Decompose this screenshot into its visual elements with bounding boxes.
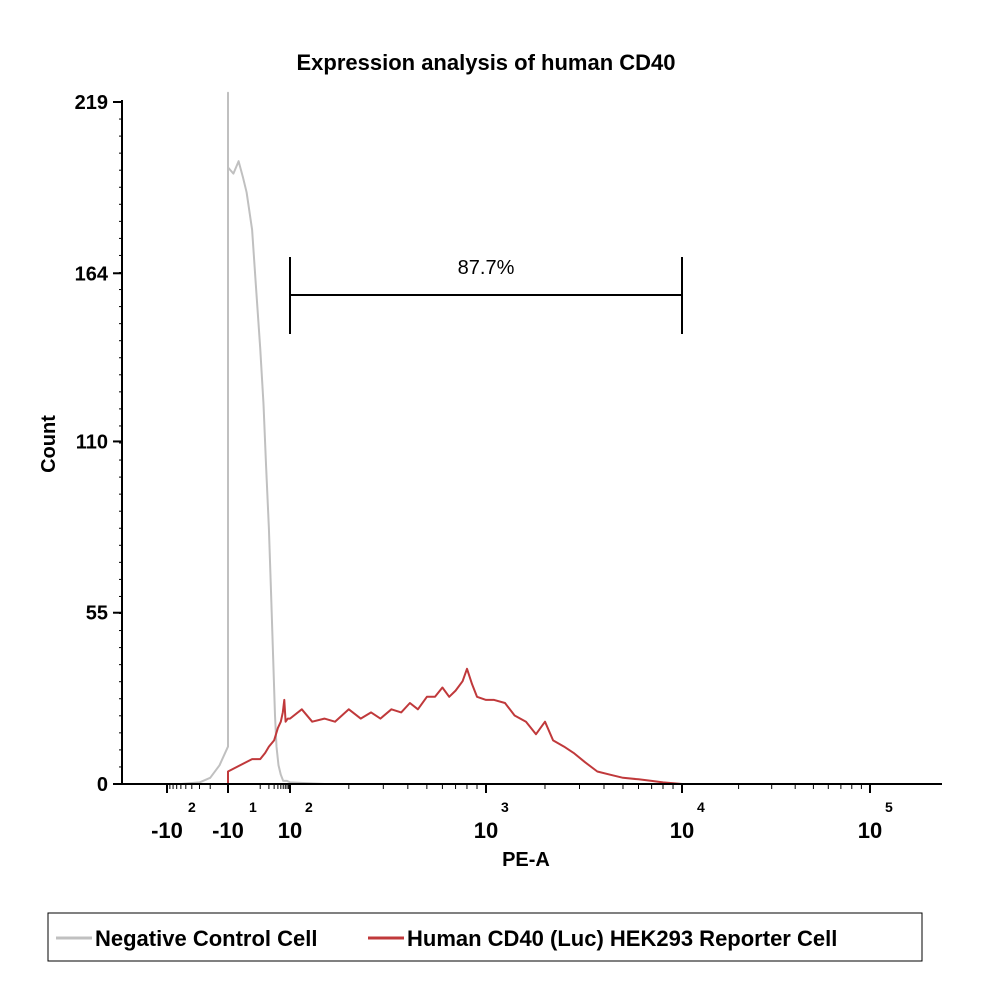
x-tick-label: -10 2 [151, 799, 196, 843]
x-tick-base: 10 [670, 818, 694, 843]
y-axis-label: Count [38, 415, 60, 473]
legend-label-cd40-reporter: Human CD40 (Luc) HEK293 Reporter Cell [407, 926, 837, 951]
x-tick-exponent: 5 [885, 799, 893, 815]
y-tick-label: 164 [75, 263, 109, 285]
series-cd40-reporter [227, 667, 697, 785]
y-tick-label: 110 [76, 431, 108, 453]
x-tick-exponent: 3 [501, 799, 509, 815]
x-tick-exponent: 2 [305, 799, 313, 815]
x-tick-label: 102 [278, 799, 313, 843]
x-tick-exponent: 1 [249, 799, 257, 815]
gate-percentage-label: 87.7% [458, 257, 515, 279]
x-tick-base: -10 [151, 818, 183, 843]
series-negative-control [162, 91, 349, 785]
x-tick-exponent: 2 [188, 799, 196, 815]
legend-label-negative-control: Negative Control Cell [95, 926, 317, 951]
x-tick-base: 10 [278, 818, 302, 843]
x-tick-base: 10 [474, 818, 498, 843]
x-tick-label: 104 [670, 799, 705, 843]
chart-title: Expression analysis of human CD40 [296, 50, 675, 75]
y-tick-label: 0 [97, 774, 108, 796]
x-tick-label: 103 [474, 799, 509, 843]
y-tick-label: 55 [86, 603, 108, 625]
series-layer [162, 91, 697, 785]
x-tick-base: -10 [212, 818, 244, 843]
x-tick-base: 10 [858, 818, 882, 843]
x-tick-label: -10 1 [212, 799, 257, 843]
x-tick-exponent: 4 [697, 799, 705, 815]
legend: Negative Control Cell Human CD40 (Luc) H… [47, 912, 923, 962]
x-axis-label: PE-A [502, 849, 550, 871]
gate-marker: 87.7% [289, 257, 683, 334]
x-tick-label: 105 [858, 799, 893, 843]
legend-box [47, 912, 923, 962]
y-tick-label: 219 [75, 92, 108, 114]
y-axis-ticks: 0 55 110 164 219 [75, 92, 122, 796]
